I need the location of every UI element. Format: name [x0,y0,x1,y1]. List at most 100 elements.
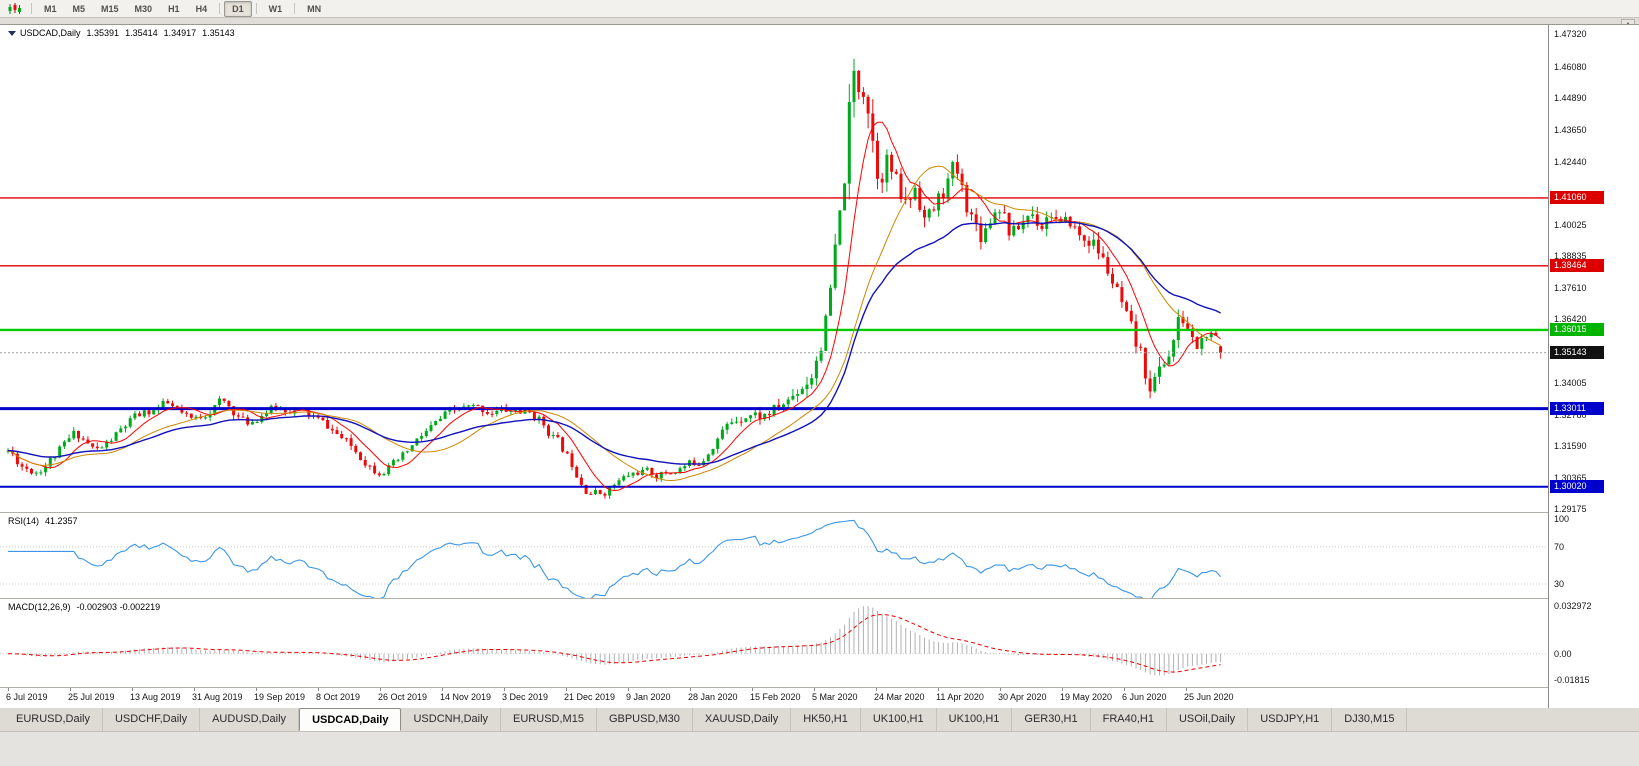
date-axis-tickmark [194,688,195,691]
rsi-readout: RSI(14) 41.2357 [8,516,78,526]
rsi-canvas[interactable] [0,513,1548,598]
macd-readout: MACD(12,26,9) -0.002903 -0.002219 [8,602,160,612]
tab-hk50-h1-8[interactable]: HK50,H1 [791,708,861,731]
macd-axis-tick: -0.01815 [1554,675,1590,685]
date-axis-label: 15 Feb 2020 [750,692,801,702]
date-axis-label: 5 Mar 2020 [812,692,858,702]
rsi-pane: RSI(14) 41.2357 [0,513,1548,598]
price-level-badge: 1.35143 [1550,346,1604,360]
tab-ger30-h1-11[interactable]: GER30,H1 [1012,708,1091,731]
tab-eurusd-m15-5[interactable]: EURUSD,M15 [501,708,597,731]
rsi-label: RSI(14) [8,516,40,526]
macd-axis-tick: 0.032972 [1554,601,1592,611]
price-axis-tick: 1.47320 [1554,29,1587,39]
date-axis-tickmark [1062,688,1063,691]
chart-menu-icon[interactable] [8,30,16,36]
date-axis-tickmark [1000,688,1001,691]
price-axis-tick: 1.44890 [1554,92,1587,103]
price-axis-tick: 1.36420 [1554,314,1587,325]
date-axis-label: 3 Dec 2019 [502,692,549,702]
period-button-m15[interactable]: M15 [101,3,119,14]
date-axis-label: 14 Nov 2019 [440,692,492,702]
date-axis-tickmark [442,688,443,691]
date-axis-label: 25 Jun 2020 [1184,692,1234,702]
date-axis-label: 11 Apr 2020 [936,692,984,702]
ohlc-low: 1.34917 [163,28,197,38]
period-button-h4[interactable]: H4 [195,3,208,14]
timeframe-toolbar: M1 M5 M15 M30 H1 H4 D1 W1 MN [0,0,1639,18]
rsi-axis-tick: 30 [1554,579,1565,589]
macd-canvas[interactable] [0,599,1548,687]
toolbar-separator [31,3,32,14]
pane-separator [0,512,1639,513]
tab-uk100-h1-10[interactable]: UK100,H1 [937,708,1013,731]
date-axis-tickmark [566,688,567,691]
date-axis-tickmark [132,688,133,691]
price-axis-tick: 1.42440 [1554,156,1587,167]
price-level-badge: 1.41060 [1550,191,1604,205]
date-axis-tickmark [8,688,9,691]
tab-usdchf-daily-1[interactable]: USDCHF,Daily [103,708,201,731]
period-button-mn[interactable]: MN [307,3,322,14]
tab-xauusd-daily-7[interactable]: XAUUSD,Daily [693,708,792,731]
tab-gbpusd-m30-6[interactable]: GBPUSD,M30 [597,708,693,731]
price-level-badge: 1.36015 [1550,323,1604,337]
price-axis-tick: 1.30365 [1554,472,1587,483]
price-axis[interactable]: 1.47320 1.46080 1.44890 1.43650 1.42440 1.400… [1549,25,1639,708]
date-axis-tickmark [70,688,71,691]
date-axis-label: 9 Jan 2020 [626,692,671,702]
candlestick-icon [8,2,21,14]
date-axis-tickmark [1186,688,1187,691]
tab-fra40-h1-12[interactable]: FRA40,H1 [1091,708,1167,731]
toolbar-separator [294,3,296,14]
toolbar-separator [255,3,257,14]
tab-usdcnh-daily-4[interactable]: USDCNH,Daily [401,708,502,731]
date-axis-tickmark [938,688,939,691]
rsi-value: 41.2357 [45,516,78,526]
price-axis-tick: 1.40025 [1554,220,1587,230]
date-axis-tickmark [380,688,381,691]
date-axis-tickmark [1124,688,1125,691]
price-axis-tick: 1.37610 [1554,283,1587,294]
date-axis-tickmark [814,688,815,691]
date-axis-label: 26 Oct 2019 [378,692,428,702]
period-button-h1[interactable]: H1 [168,3,180,14]
chart-type-icon[interactable] [5,2,23,16]
price-level-badge: 1.30020 [1550,480,1604,494]
pane-separator [0,687,1639,688]
period-button-m5[interactable]: M5 [72,3,86,14]
tab-usdjpy-h1-14[interactable]: USDJPY,H1 [1248,708,1333,731]
price-axis-border [1548,25,1549,708]
date-axis-tickmark [318,688,319,691]
date-axis-label: 8 Oct 2019 [316,692,361,702]
tab-usoil-daily-13[interactable]: USOil,Daily [1167,708,1249,731]
period-button-m30[interactable]: M30 [134,3,153,14]
tab-audusd-daily-2[interactable]: AUDUSD,Daily [200,708,300,731]
rsi-axis-tick: 70 [1554,541,1565,552]
price-axis-tick: 1.29175 [1554,504,1587,514]
tab-dj30-m15-15[interactable]: DJ30,M15 [1332,708,1408,731]
period-button-w1[interactable]: W1 [268,3,283,14]
date-axis-label: 28 Jan 2020 [688,692,738,702]
macd-values: -0.002903 -0.002219 [76,602,161,612]
price-level-badge: 1.33011 [1550,402,1604,416]
price-axis-tick: 1.38835 [1554,251,1587,262]
date-axis[interactable]: 6 Jul 2019 25 Jul 2019 13 Aug 2019 31 Aug 2… [0,688,1548,708]
price-level-badge: 1.38464 [1550,259,1604,273]
tab-usdcad-daily-3[interactable]: USDCAD,Daily [299,708,402,731]
period-button-d1[interactable]: D1 [224,0,252,17]
date-axis-tickmark [628,688,629,691]
timeframe-buttons: M1 M5 M15 M30 H1 H4 D1 W1 MN [36,0,329,17]
macd-axis-tick: 0.00 [1554,648,1572,659]
main-chart-canvas[interactable] [0,25,1548,512]
tab-eurusd-daily-0[interactable]: EURUSD,Daily [4,708,103,731]
tab-uk100-h1-9[interactable]: UK100,H1 [861,708,937,731]
symbol-period-label: USDCAD,Daily [20,28,81,38]
price-axis-tick: 1.31590 [1554,440,1587,451]
price-axis-tick: 1.34005 [1554,377,1587,388]
ohlc-close: 1.35143 [202,28,235,38]
period-button-m1[interactable]: M1 [44,3,57,14]
date-axis-label: 31 Aug 2019 [192,692,243,702]
chart-window: USDCAD,Daily 1.35391 1.35414 1.34917 1.3… [0,24,1639,708]
macd-pane: MACD(12,26,9) -0.002903 -0.002219 [0,599,1548,687]
